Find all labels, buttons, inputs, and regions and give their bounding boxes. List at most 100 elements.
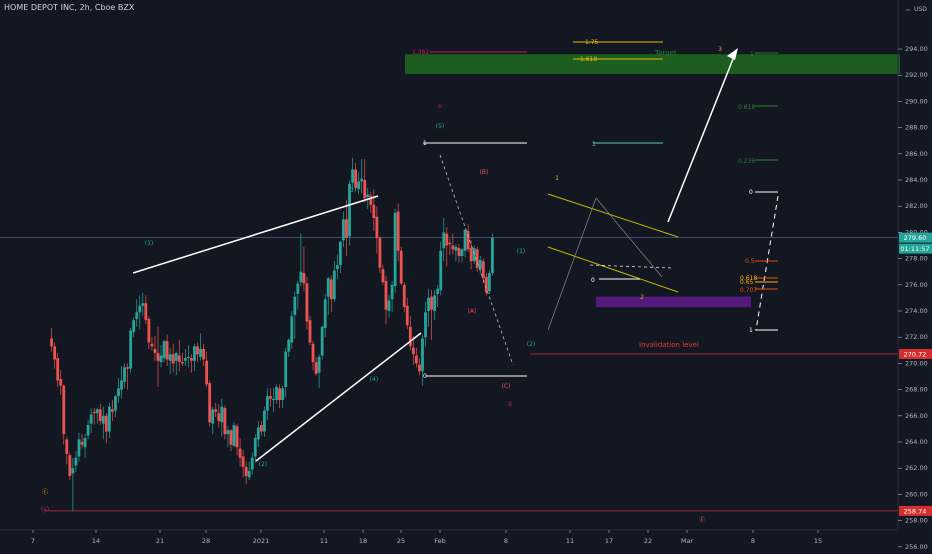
wave-label: (3) [348, 187, 357, 194]
wave-c-path [439, 154, 514, 366]
dashed-projection [755, 195, 779, 331]
candle-body [226, 430, 230, 435]
wave-label: (2) [527, 341, 536, 348]
wave-label: (C) [502, 383, 511, 390]
low-badge-bg [899, 505, 932, 516]
y-tick-label: 258.00 [905, 517, 928, 525]
candle-body [299, 271, 303, 283]
candle-body [202, 348, 205, 360]
candle-body [153, 348, 157, 353]
candle-body [442, 232, 446, 249]
candle-body [256, 427, 260, 440]
y-tick-label: 256.00 [905, 543, 928, 550]
candle-body [439, 250, 443, 291]
candle-body [427, 297, 430, 311]
candle-body [308, 320, 312, 343]
candle-body [168, 354, 172, 361]
candle-body [187, 356, 190, 359]
candle-body [132, 320, 136, 332]
axis-currency: USD [914, 6, 927, 13]
x-tick-label: 15 [814, 537, 822, 545]
fib-label-right-0618: 0.618 [738, 104, 755, 111]
candle-body [278, 388, 281, 401]
candle-body [323, 299, 327, 329]
x-tick-label: 28 [202, 537, 210, 545]
y-tick-label: 280.00 [905, 228, 928, 236]
candle-body [375, 216, 379, 238]
candle-body [472, 248, 476, 262]
candle-body [101, 415, 105, 424]
wave-label: (A) [468, 308, 477, 315]
candle-body [311, 343, 315, 363]
trendline-lower [255, 332, 422, 462]
candle-body [235, 426, 239, 448]
x-tick-label: 21 [156, 537, 164, 545]
invalidation-badge: 270.72 [904, 350, 927, 358]
x-tick-label: 7 [31, 537, 35, 545]
candle-body [275, 386, 278, 401]
candle-body [445, 233, 449, 246]
candle-body [484, 276, 488, 293]
candle-body [129, 330, 133, 369]
wave-label: 2 [640, 294, 644, 301]
y-tick-label: 260.00 [905, 490, 928, 498]
y-tick-label: 262.00 [905, 464, 928, 472]
x-tick-label: 18 [359, 537, 367, 545]
candle-body [399, 250, 403, 284]
candle-body [162, 341, 166, 359]
fib-label-right-1: 1 [750, 51, 754, 58]
candle-body [475, 249, 479, 268]
x-tick-label: Feb [434, 537, 446, 545]
candle-body [460, 249, 464, 256]
fib-label-1: 1 [592, 141, 596, 148]
candle-body [387, 300, 391, 311]
candle-body [111, 409, 114, 412]
y-tick-label: 294.00 [905, 45, 928, 53]
candle-body [208, 383, 212, 423]
y-tick-label: 266.00 [905, 412, 928, 420]
fib-label-1-382: 1.382 [412, 49, 429, 56]
wave-label: (2) [259, 461, 268, 468]
y-tick-label: 286.00 [905, 150, 928, 158]
fib-label-1-left: 1 [423, 140, 427, 147]
wave-label: ② [507, 401, 513, 408]
candle-body [481, 261, 485, 279]
candle-body [317, 356, 321, 373]
candle-body [418, 364, 421, 372]
candle-body [430, 296, 433, 310]
x-tick-label: 8 [504, 537, 508, 545]
x-tick-label: 11 [320, 537, 328, 545]
candle-body [351, 169, 354, 183]
candle-body [329, 279, 333, 300]
candle-body [363, 180, 367, 199]
candle-body [284, 351, 288, 387]
candle-body [59, 379, 63, 386]
candle-body [65, 439, 69, 454]
target-label: Target [654, 49, 677, 57]
candle-body [281, 388, 285, 401]
candle-body [272, 398, 275, 401]
candle-body [190, 358, 193, 361]
candle-body [415, 355, 418, 364]
y-tick-label: 284.00 [905, 176, 928, 184]
candle-body [68, 455, 72, 477]
candle-body [314, 362, 318, 374]
fib-label-0-left: 0 [423, 373, 427, 380]
candle-body [238, 448, 242, 458]
candle-body [177, 355, 181, 363]
candle-body [244, 466, 248, 477]
candle-body [433, 295, 437, 311]
candle-body [53, 346, 57, 360]
candle-body [339, 241, 342, 266]
y-tick-label: 290.00 [905, 97, 928, 105]
candle-body [369, 195, 373, 205]
target-arrowhead [727, 48, 738, 60]
candle-body [247, 470, 251, 478]
fib-label-right-0236: 0.236 [738, 158, 755, 165]
candle-body [293, 296, 297, 315]
y-tick-label: 264.00 [905, 438, 928, 446]
wave-label: (1) [517, 248, 526, 255]
wave-label: (1) [145, 240, 154, 247]
